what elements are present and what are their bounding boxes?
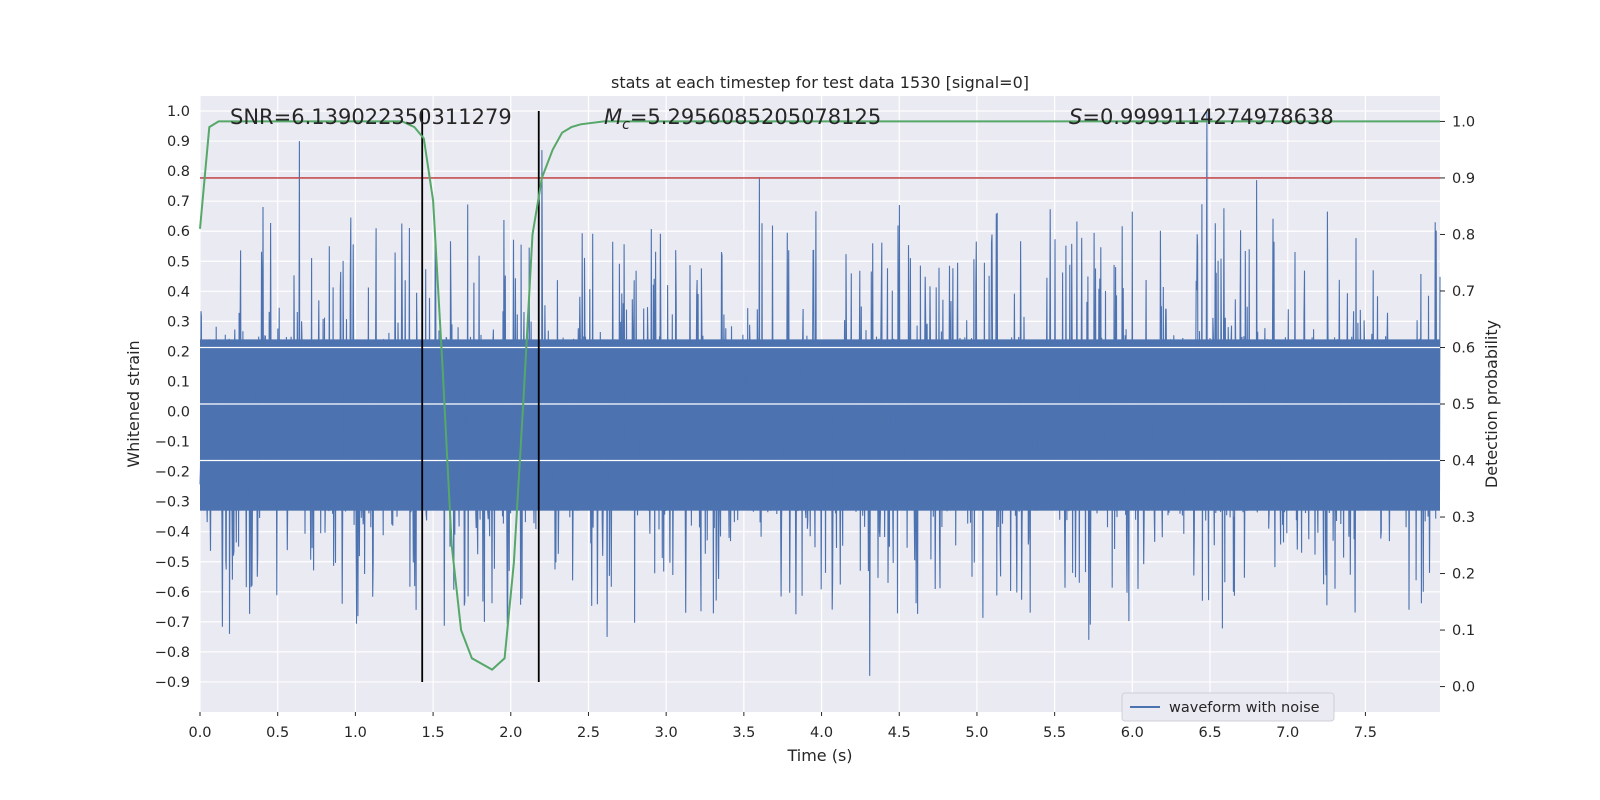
waveform-line: [199, 110, 1441, 676]
x-tick-3: 1.5: [422, 725, 445, 741]
y-tick-labels: 1.0 0.9 0.8 0.7 0.6 0.5 0.4 0.3 0.2 0.1 0.0 −0.1 −0.…: [155, 104, 190, 691]
y-tick-0: 1.0: [167, 104, 190, 120]
y2-tick-4: 0.6: [1452, 340, 1475, 356]
y2-tick-9: 0.1: [1452, 623, 1475, 639]
chart-title: stats at each timestep for test data 153…: [611, 73, 1029, 92]
y-tick-16: −0.6: [155, 585, 190, 601]
y-tick-5: 0.5: [167, 254, 190, 270]
x-tick-0: 0.0: [188, 725, 211, 741]
probability-line: [199, 120, 1440, 671]
y2-tick-5: 0.5: [1452, 397, 1475, 413]
score-value: =0.9999114274978638: [1082, 105, 1333, 129]
y-tick-19: −0.9: [155, 675, 190, 691]
y-tick-12: −0.2: [155, 465, 190, 481]
y-tick-4: 0.6: [167, 224, 190, 240]
y-tick-8: 0.2: [167, 344, 190, 360]
y-tick-17: −0.7: [155, 615, 190, 631]
y-tick-11: −0.1: [155, 435, 190, 451]
y2-tick-1: 0.9: [1452, 171, 1475, 187]
snr-annotation: SNR=6.139022350311279: [230, 105, 512, 129]
y-tick-6: 0.4: [167, 284, 190, 300]
x-tick-5: 2.5: [577, 725, 600, 741]
y-tick-13: −0.3: [155, 495, 190, 511]
x-tick-9: 4.5: [888, 725, 911, 741]
legend: waveform with noise: [1121, 692, 1335, 722]
x-tick-15: 7.5: [1354, 725, 1377, 741]
chirp-mass-annotation: Mc=5.2956085205078125: [604, 105, 881, 133]
y2-tick-8: 0.2: [1452, 567, 1475, 583]
y2-tick-0: 1.0: [1452, 114, 1475, 130]
x-tick-6: 3.0: [655, 725, 678, 741]
x-tick-10: 5.0: [965, 725, 988, 741]
x-tick-13: 6.5: [1198, 725, 1221, 741]
y-tick-2: 0.8: [167, 164, 190, 180]
y2-tick-6: 0.4: [1452, 454, 1475, 470]
chirp-mass-symbol: M: [604, 105, 622, 129]
x-tick-labels: 0.0 0.5 1.0 1.5 2.0 2.5 3.0 3.5 4.0 4.5 5.0 5.5 6.0 6…: [188, 712, 1377, 741]
x-tick-11: 5.5: [1043, 725, 1066, 741]
x-axis-label: Time (s): [786, 746, 852, 765]
chirp-mass-value: =5.2956085205078125: [630, 105, 881, 129]
x-tick-12: 6.0: [1121, 725, 1144, 741]
y2-axis-label: Detection probability: [1482, 320, 1501, 488]
x-tick-2: 1.0: [344, 725, 367, 741]
y-tick-14: −0.4: [155, 525, 190, 541]
score-annotation: S=0.9999114274978638: [1069, 105, 1334, 129]
x-tick-1: 0.5: [266, 725, 289, 741]
y-tick-9: 0.1: [167, 374, 190, 390]
legend-box: [1121, 692, 1335, 722]
x-tick-8: 4.0: [810, 725, 833, 741]
y2-tick-2: 0.8: [1452, 227, 1475, 243]
y2-tick-3: 0.7: [1452, 284, 1475, 300]
y-tick-10: 0.0: [167, 405, 190, 421]
y2-tick-7: 0.3: [1452, 510, 1475, 526]
x-tick-4: 2.0: [499, 725, 522, 741]
y-tick-15: −0.5: [155, 555, 190, 571]
y-axis-label: Whitened strain: [124, 340, 143, 467]
legend-label: waveform with noise: [1169, 700, 1320, 716]
chirp-mass-subscript: c: [622, 117, 630, 133]
y-tick-18: −0.8: [155, 645, 190, 661]
x-tick-14: 7.0: [1276, 725, 1299, 741]
waveform-series: [199, 110, 1441, 676]
y-tick-3: 0.7: [167, 194, 190, 210]
y2-tick-10: 0.0: [1452, 680, 1475, 696]
overlay-lines: [199, 111, 1440, 682]
y2-tick-labels: 1.0 0.9 0.8 0.7 0.6 0.5 0.4 0.3 0.2 0.1 0.0: [1440, 114, 1475, 696]
score-symbol: S: [1069, 105, 1082, 129]
y-tick-7: 0.3: [167, 314, 190, 330]
x-tick-7: 3.5: [732, 725, 755, 741]
y-tick-1: 0.9: [167, 134, 190, 150]
